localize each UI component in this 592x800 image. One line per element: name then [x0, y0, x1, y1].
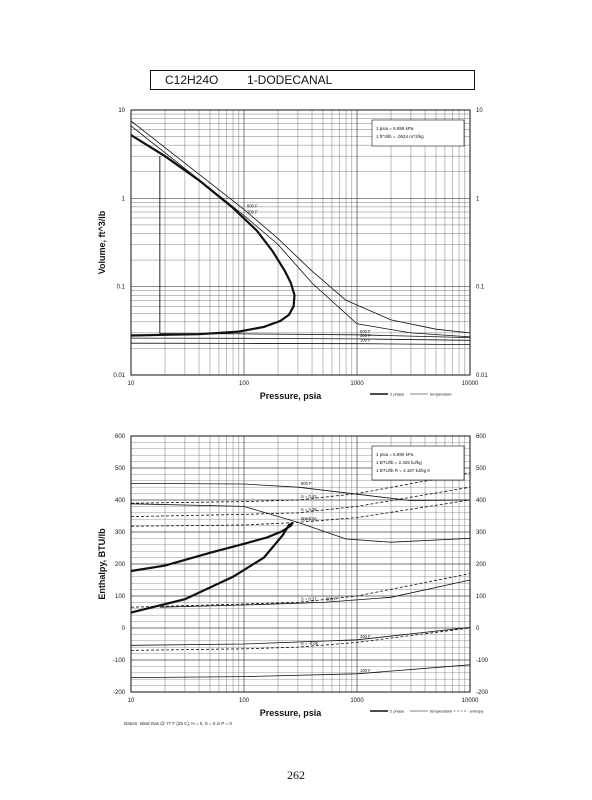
- series-line-3: [159, 333, 471, 338]
- series-annotation: S = 0.38: [301, 516, 317, 521]
- header-box: C12H24O 1-DODECANAL: [150, 70, 475, 90]
- y-axis-label: Volume, ft^3/lb: [97, 210, 107, 274]
- y-tick-label: 200: [115, 562, 126, 568]
- y-tick-label: 100: [115, 594, 126, 600]
- y-tick-label-right: -100: [476, 658, 489, 664]
- series-annotation: S = 0.17: [301, 596, 317, 601]
- series-annotation: 700 F: [301, 516, 312, 521]
- y-tick-label: -200: [113, 690, 126, 696]
- y-tick-label: 0.01: [113, 373, 125, 379]
- y-tick-label: -100: [113, 658, 126, 664]
- series-annotation: S = 0.42: [301, 494, 317, 499]
- x-axis-label: Pressure, psia: [260, 708, 323, 718]
- info-box-line: 1 BTU/lb R = 4.187 kJ/kg K: [376, 468, 430, 473]
- y-tick-label: 400: [115, 498, 126, 504]
- y-tick-label-right: 500: [476, 466, 487, 472]
- legend-label: temperature: [430, 392, 452, 397]
- x-tick-label: 100: [239, 698, 250, 704]
- series-line-4: [130, 627, 471, 646]
- series-line-8: [130, 499, 471, 527]
- info-box-line: 1 BTU/lb = 2.326 kJ/kg: [376, 460, 422, 465]
- series-annotation: 700 F: [247, 209, 258, 214]
- series-annotation: S = -0.06: [301, 641, 319, 646]
- series-annotation: 300 F: [360, 333, 371, 338]
- y-tick-label: 10: [118, 108, 125, 114]
- y-tick-label: 600: [115, 434, 126, 440]
- datum-footnote: Datum: Ideal Gas @ 77 F (25 C), H = 0, S…: [124, 721, 232, 726]
- series-line-6: [130, 472, 471, 504]
- info-box-line: 1 ft^3/lb = .0624 m^3/kg: [376, 134, 424, 139]
- series-line-9: [130, 573, 471, 608]
- y-tick-label-right: -200: [476, 690, 489, 696]
- info-box-line: 1 psia = 6.895 kPa: [376, 452, 414, 457]
- series-line-0: [130, 134, 296, 337]
- page-number: 262: [287, 768, 305, 782]
- y-tick-label-right: 1: [476, 196, 480, 202]
- y-tick-label: 500: [115, 466, 126, 472]
- plot-frame: [130, 435, 471, 693]
- series-line-7: [130, 486, 471, 517]
- info-box: [371, 445, 465, 481]
- legend-label: 2 phase: [390, 392, 405, 397]
- x-tick-label: 100: [239, 381, 250, 387]
- y-tick-label-right: 10: [476, 108, 483, 114]
- series-line-2: [130, 125, 471, 338]
- info-box: [371, 119, 465, 147]
- series-line-1: [130, 482, 471, 502]
- series-line-10: [130, 627, 471, 651]
- series-line-5: [130, 342, 471, 345]
- y-tick-label: 1: [122, 196, 126, 202]
- series-line-2: [130, 503, 471, 543]
- y-tick-label-right: 0.01: [476, 373, 488, 379]
- x-tick-label: 10000: [462, 698, 479, 704]
- y-tick-label: 0: [122, 626, 126, 632]
- chemical-name: 1-DODECANAL: [247, 73, 333, 87]
- y-tick-label-right: 0: [476, 626, 480, 632]
- series-line-3: [159, 579, 471, 608]
- x-axis-label: Pressure, psia: [260, 391, 323, 401]
- y-tick-label-right: 400: [476, 498, 487, 504]
- y-tick-label: 300: [115, 530, 126, 536]
- legend-label: temperature: [430, 709, 452, 714]
- series-line-0: [130, 522, 294, 614]
- y-tick-label-right: 300: [476, 530, 487, 536]
- y-axis-label: Enthalpy, BTU/lb: [97, 528, 107, 600]
- x-tick-label: 10000: [462, 381, 479, 387]
- legend-label: entropy: [470, 709, 483, 714]
- series-annotation: 500 F: [360, 329, 371, 334]
- y-tick-label: 0.1: [117, 285, 126, 291]
- x-tick-label: 1000: [350, 381, 364, 387]
- series-annotation: S = 0.38: [301, 507, 317, 512]
- chemical-formula: C12H24O: [165, 73, 219, 87]
- series-annotation: 300 F: [360, 634, 371, 639]
- series-line-1: [130, 120, 471, 334]
- series-annotation: 800 F: [301, 481, 312, 486]
- info-box-line: 1 psia = 6.895 kPa: [376, 126, 414, 131]
- plot-frame: [130, 109, 471, 376]
- series-annotation: 100 F: [360, 338, 371, 343]
- series-line-4: [130, 337, 471, 341]
- legend-label: 2 phase: [390, 709, 405, 714]
- series-line-5: [130, 664, 471, 678]
- x-tick-label: 10: [128, 698, 135, 704]
- y-tick-label-right: 200: [476, 562, 487, 568]
- y-tick-label-right: 600: [476, 434, 487, 440]
- x-tick-label: 10: [128, 381, 135, 387]
- x-tick-label: 1000: [350, 698, 364, 704]
- y-tick-label-right: 0.1: [476, 285, 485, 291]
- y-tick-label-right: 100: [476, 594, 487, 600]
- series-annotation: 800 F: [247, 203, 258, 208]
- series-annotation: 100 F: [360, 668, 371, 673]
